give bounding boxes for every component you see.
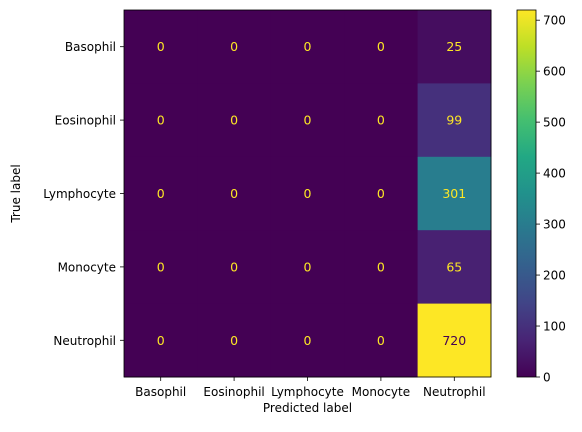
y-tick-label: Monocyte xyxy=(58,260,116,274)
heatmap-cell xyxy=(124,83,198,158)
colorbar-tick-label: 0 xyxy=(543,371,551,385)
cell-value-label: 99 xyxy=(446,113,462,128)
heatmap-cell xyxy=(270,10,345,84)
heatmap-cell xyxy=(197,303,272,378)
cell-value-label: 0 xyxy=(304,186,312,201)
colorbar-tick-label: 700 xyxy=(543,14,566,28)
y-tick-label: Eosinophil xyxy=(55,114,116,128)
colorbar-tick-label: 400 xyxy=(543,167,566,181)
x-tick-label: Eosinophil xyxy=(203,385,264,399)
heatmap-cell xyxy=(197,83,272,158)
cell-value-label: 0 xyxy=(157,113,165,128)
cell-value-label: 720 xyxy=(442,333,466,348)
colorbar xyxy=(516,9,537,378)
heatmap-cell xyxy=(344,156,419,231)
heatmap-cell xyxy=(197,230,272,305)
cell-value-label: 0 xyxy=(230,186,238,201)
x-axis-ticks: Basophil Eosinophil Lymphocyte Monocyte Neut… xyxy=(135,377,486,399)
heatmap-cell xyxy=(124,10,198,84)
heatmap-cell xyxy=(124,303,198,378)
cell-value-label: 0 xyxy=(377,259,385,274)
cell-value-label: 65 xyxy=(446,259,462,274)
heatmap-cell xyxy=(344,10,419,84)
cell-value-label: 0 xyxy=(230,333,238,348)
cell-value-label: 0 xyxy=(304,39,312,54)
cell-value-label: 301 xyxy=(442,186,466,201)
heatmap-cell xyxy=(417,303,492,378)
colorbar-tick-label: 200 xyxy=(543,269,566,283)
heatmap-cell xyxy=(270,303,345,378)
cell-value-label: 0 xyxy=(304,113,312,128)
heatmap-cell xyxy=(417,10,492,84)
x-tick-label: Monocyte xyxy=(352,385,410,399)
y-axis-ticks: Basophil Eosinophil Lymphocyte Monocyte Neut… xyxy=(43,40,124,348)
cell-value-label: 25 xyxy=(446,39,462,54)
x-tick-label: Basophil xyxy=(135,385,186,399)
x-tick-label: Neutrophil xyxy=(423,385,486,399)
heatmap-cell xyxy=(197,10,272,84)
cell-value-label: 0 xyxy=(230,113,238,128)
heatmap-cell xyxy=(344,230,419,305)
heatmap-cell xyxy=(124,156,198,231)
colorbar-tick-label: 100 xyxy=(543,320,566,334)
cell-value-labels: 0 0 0 0 25 0 0 0 0 99 0 0 0 0 301 0 0 0 0 65 0 0 0 0 720 xyxy=(157,39,467,348)
cell-value-label: 0 xyxy=(377,39,385,54)
colorbar-ticks: 0 100 200 300 400 500 600 700 xyxy=(536,14,566,385)
cell-value-label: 0 xyxy=(377,186,385,201)
y-tick-label: Basophil xyxy=(65,40,116,54)
x-tick-label: Lymphocyte xyxy=(271,385,344,399)
y-axis-label: True label xyxy=(9,164,23,223)
heatmap-cells xyxy=(124,10,492,378)
cell-value-label: 0 xyxy=(157,186,165,201)
cell-value-label: 0 xyxy=(230,259,238,274)
cell-value-label: 0 xyxy=(377,333,385,348)
heatmap-cell xyxy=(270,83,345,158)
heatmap-cell xyxy=(417,83,492,158)
cell-value-label: 0 xyxy=(157,259,165,274)
heatmap-cell xyxy=(197,156,272,231)
heatmap-cell xyxy=(270,156,345,231)
cell-value-label: 0 xyxy=(157,39,165,54)
cell-value-label: 0 xyxy=(157,333,165,348)
heatmap-cell xyxy=(344,83,419,158)
colorbar-tick-label: 500 xyxy=(543,116,566,130)
y-tick-label: Neutrophil xyxy=(53,334,116,348)
heatmap-cell xyxy=(417,230,492,305)
heatmap-cell xyxy=(124,230,198,305)
heatmap-cell xyxy=(344,303,419,378)
heatmap-cell xyxy=(417,156,492,231)
colorbar-tick-label: 300 xyxy=(543,218,566,232)
y-tick-label: Lymphocyte xyxy=(43,187,116,201)
cell-value-label: 0 xyxy=(230,39,238,54)
heatmap-cell xyxy=(270,230,345,305)
colorbar-tick-label: 600 xyxy=(543,65,566,79)
cell-value-label: 0 xyxy=(304,259,312,274)
cell-value-label: 0 xyxy=(304,333,312,348)
cell-value-label: 0 xyxy=(377,113,385,128)
x-axis-label: Predicted label xyxy=(263,401,352,415)
